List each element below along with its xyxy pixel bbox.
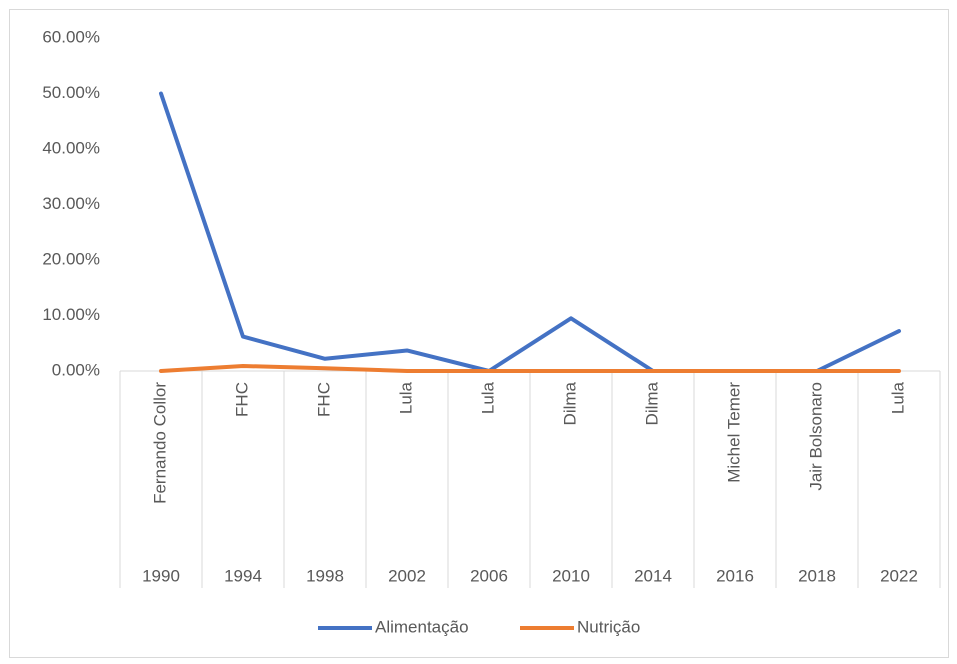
x-group-label: Dilma xyxy=(642,381,661,425)
x-tick-label: 1998 xyxy=(306,566,344,585)
x-tick-label: 2014 xyxy=(634,566,672,585)
x-group-label: Lula xyxy=(888,381,907,414)
y-tick-label: 10.00% xyxy=(42,305,100,324)
x-group-label: FHC xyxy=(232,382,251,417)
x-tick-label: 2002 xyxy=(388,566,426,585)
x-tick-label: 2016 xyxy=(716,566,754,585)
x-group-label: Lula xyxy=(478,381,497,414)
x-tick-label: 1990 xyxy=(142,566,180,585)
x-group-label: Michel Temer xyxy=(724,382,743,483)
y-tick-label: 30.00% xyxy=(42,194,100,213)
x-tick-label: 2010 xyxy=(552,566,590,585)
x-tick-label: 2022 xyxy=(880,566,918,585)
x-group-label: Lula xyxy=(396,381,415,414)
y-tick-label: 20.00% xyxy=(42,249,100,268)
y-tick-label: 0.00% xyxy=(52,360,100,379)
x-group-label: Jair Bolsonaro xyxy=(806,382,825,491)
x-group-label: Fernando Collor xyxy=(150,382,169,504)
y-tick-label: 60.00% xyxy=(42,27,100,46)
x-tick-label: 2006 xyxy=(470,566,508,585)
x-tick-label: 1994 xyxy=(224,566,262,585)
legend-label: Nutrição xyxy=(577,617,640,636)
y-tick-label: 50.00% xyxy=(42,83,100,102)
x-group-label: Dilma xyxy=(560,381,579,425)
x-group-label: FHC xyxy=(314,382,333,417)
y-tick-label: 40.00% xyxy=(42,138,100,157)
legend-label: Alimentação xyxy=(375,617,469,636)
chart-border xyxy=(9,9,949,658)
x-tick-label: 2018 xyxy=(798,566,836,585)
series-line xyxy=(159,364,901,373)
